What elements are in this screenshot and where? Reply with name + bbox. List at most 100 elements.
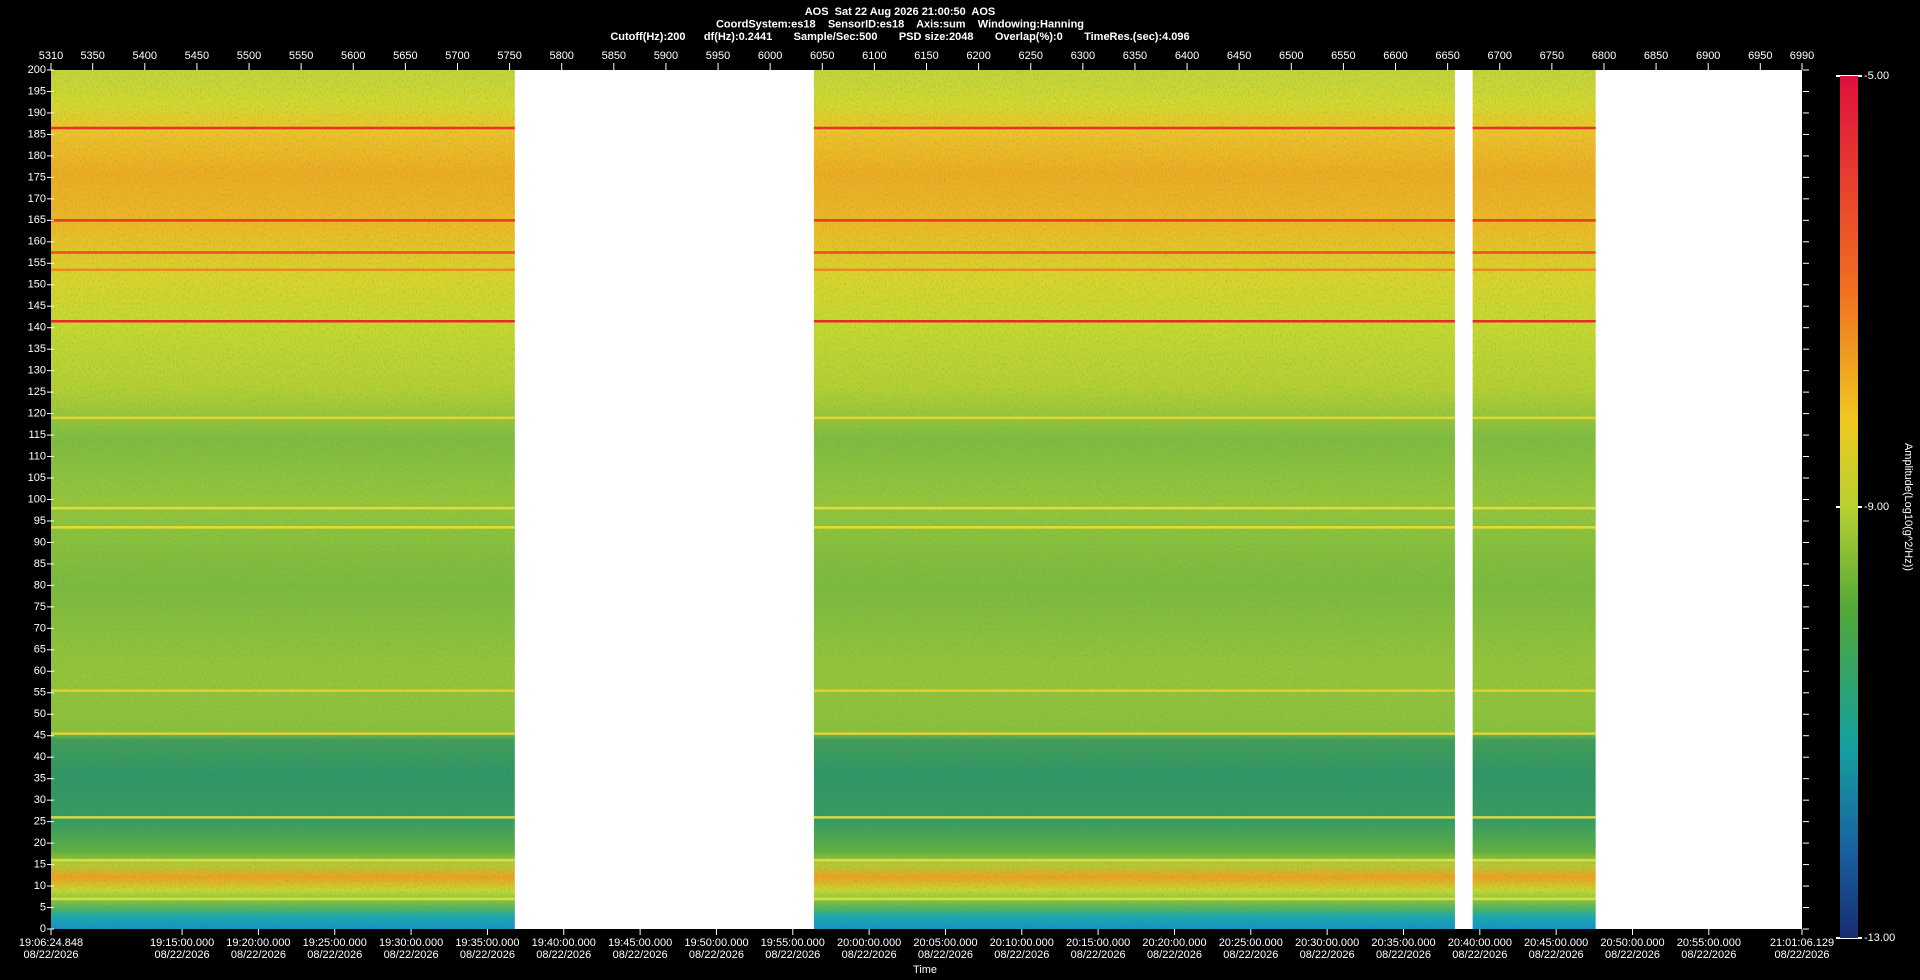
x-tick-label: 6350 (1123, 50, 1147, 62)
time-tick-label: 20:15:00.000 (1066, 937, 1130, 949)
x-tick-label: 5350 (80, 50, 104, 62)
x-tick-label: 6650 (1435, 50, 1459, 62)
x-tick-label: 6200 (966, 50, 990, 62)
x-tick-label: 5400 (133, 50, 157, 62)
y-tick-label: 95 (34, 515, 46, 527)
x-tick-label: 5450 (185, 50, 209, 62)
y-tick-label: 105 (28, 472, 46, 484)
x-tick-label: 6400 (1175, 50, 1199, 62)
time-tick-label: 20:45:00.000 (1524, 937, 1588, 949)
y-tick-label: 195 (28, 85, 46, 97)
y-tick-label: 65 (34, 644, 46, 656)
time-tick-label: 20:35:00.000 (1371, 937, 1435, 949)
date-tick-label: 08/22/2026 (918, 949, 973, 961)
y-tick-label: 125 (28, 386, 46, 398)
colorbar (1840, 76, 1858, 938)
x-tick-label: 6150 (914, 50, 938, 62)
x-tick-label: 6900 (1696, 50, 1720, 62)
title-line: CoordSystem:es18 SensorID:es18 Axis:sum … (716, 18, 1084, 30)
date-tick-label: 08/22/2026 (765, 949, 820, 961)
time-tick-label: 19:35:00.000 (455, 937, 519, 949)
time-tick-label: 21:01:06.129 (1770, 937, 1834, 949)
y-tick-label: 25 (34, 816, 46, 828)
time-tick-label: 19:25:00.000 (303, 937, 367, 949)
y-tick-label: 100 (28, 493, 46, 505)
time-tick-label: 19:15:00.000 (150, 937, 214, 949)
date-tick-label: 08/22/2026 (1605, 949, 1660, 961)
x-tick-label: 6000 (758, 50, 782, 62)
x-tick-label: 6600 (1383, 50, 1407, 62)
date-tick-label: 08/22/2026 (307, 949, 362, 961)
date-tick-label: 08/22/2026 (460, 949, 515, 961)
x-tick-label: 5850 (602, 50, 626, 62)
date-tick-label: 08/22/2026 (536, 949, 591, 961)
y-tick-label: 60 (34, 665, 46, 677)
date-tick-label: 08/22/2026 (1529, 949, 1584, 961)
y-tick-label: 80 (34, 579, 46, 591)
y-tick-label: 140 (28, 322, 46, 334)
colorbar-tick-label: -13.00 (1864, 932, 1895, 944)
date-tick-label: 08/22/2026 (384, 949, 439, 961)
date-tick-label: 08/22/2026 (1300, 949, 1355, 961)
date-tick-label: 08/22/2026 (1452, 949, 1507, 961)
time-tick-label: 19:06:24.848 (19, 937, 83, 949)
y-tick-label: 120 (28, 408, 46, 420)
y-tick-label: 55 (34, 687, 46, 699)
y-tick-label: 35 (34, 773, 46, 785)
date-tick-label: 08/22/2026 (1376, 949, 1431, 961)
x-tick-label: 6100 (862, 50, 886, 62)
y-tick-label: 75 (34, 601, 46, 613)
time-tick-label: 20:00:00.000 (837, 937, 901, 949)
y-tick-label: 180 (28, 150, 46, 162)
y-tick-label: 85 (34, 558, 46, 570)
date-tick-label: 08/22/2026 (1681, 949, 1736, 961)
time-tick-label: 20:05:00.000 (913, 937, 977, 949)
time-tick-label: 19:45:00.000 (608, 937, 672, 949)
y-tick-label: 15 (34, 858, 46, 870)
y-tick-label: 110 (28, 450, 46, 462)
segment-texture (813, 70, 1455, 929)
x-tick-label: 6500 (1279, 50, 1303, 62)
x-tick-label: 5500 (237, 50, 261, 62)
y-tick-label: 40 (34, 751, 46, 763)
time-tick-label: 19:20:00.000 (226, 937, 290, 949)
time-tick-label: 20:40:00.000 (1448, 937, 1512, 949)
colorbar-tick-label: -9.00 (1864, 501, 1889, 513)
x-tick-label: 5700 (445, 50, 469, 62)
y-tick-label: 30 (34, 794, 46, 806)
y-tick-label: 160 (28, 236, 46, 248)
time-tick-label: 19:40:00.000 (532, 937, 596, 949)
y-tick-label: 155 (28, 257, 46, 269)
time-tick-label: 19:30:00.000 (379, 937, 443, 949)
y-tick-label: 10 (34, 880, 46, 892)
time-tick-label: 20:50:00.000 (1600, 937, 1664, 949)
date-tick-label: 08/22/2026 (689, 949, 744, 961)
y-tick-label: 20 (34, 837, 46, 849)
time-tick-label: 20:55:00.000 (1677, 937, 1741, 949)
time-tick-label: 20:30:00.000 (1295, 937, 1359, 949)
x-tick-label: 6800 (1592, 50, 1616, 62)
x-tick-label: 5310 (39, 50, 63, 62)
date-tick-label: 08/22/2026 (1774, 949, 1829, 961)
x-tick-label: 6700 (1488, 50, 1512, 62)
y-tick-label: 135 (28, 343, 46, 355)
y-tick-label: 5 (40, 901, 46, 913)
x-tick-label: 6250 (1018, 50, 1042, 62)
y-tick-label: 175 (28, 171, 46, 183)
x-tick-label: 6050 (810, 50, 834, 62)
date-tick-label: 08/22/2026 (231, 949, 286, 961)
x-tick-label: 6950 (1748, 50, 1772, 62)
x-tick-label: 5550 (289, 50, 313, 62)
y-tick-label: 70 (34, 622, 46, 634)
colorbar-title: Amplitude(Log10(g^2/Hz)) (1902, 443, 1914, 571)
date-tick-label: 08/22/2026 (1147, 949, 1202, 961)
y-tick-label: 90 (34, 536, 46, 548)
date-tick-label: 08/22/2026 (155, 949, 210, 961)
date-tick-label: 08/22/2026 (994, 949, 1049, 961)
y-tick-label: 165 (28, 214, 46, 226)
plot: 5310 5350 5400 5450 5500 5550 5600 5650 5700 5750… (19, 50, 1914, 961)
time-tick-label: 19:50:00.000 (684, 937, 748, 949)
y-tick-label: 185 (28, 128, 46, 140)
